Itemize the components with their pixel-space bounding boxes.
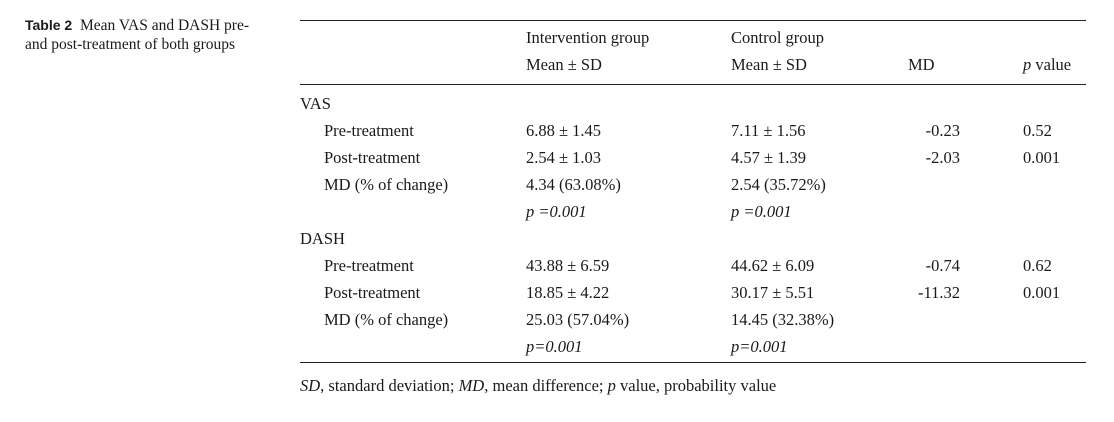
vas-change-control: 2.54 (35.72%)	[731, 175, 826, 194]
table-caption: Table 2 Mean VAS and DASH pre- and post-…	[25, 16, 275, 54]
header-rule	[300, 84, 1086, 85]
top-rule	[300, 20, 1086, 21]
dash-pre-intervention: 43.88 ± 6.59	[526, 256, 610, 275]
vas-change-label: MD (% of change)	[324, 175, 449, 194]
section-dash: DASH	[300, 229, 345, 248]
dash-change-intervention: 25.03 (57.04%)	[526, 310, 630, 329]
vas-pre-intervention: 6.88 ± 1.45	[526, 121, 602, 140]
header-p-value: p value	[1023, 55, 1072, 74]
vas-post-p: 0.001	[1023, 148, 1061, 167]
vas-post-intervention: 2.54 ± 1.03	[526, 148, 602, 167]
header-md: MD	[908, 55, 935, 74]
dash-pre-label: Pre-treatment	[324, 256, 414, 275]
dash-pre-control: 44.62 ± 6.09	[731, 256, 815, 275]
dash-pval-control: p=0.001	[731, 337, 788, 356]
header-intervention: Intervention group	[526, 28, 650, 47]
dash-pre-p: 0.62	[1023, 256, 1052, 275]
section-vas: VAS	[300, 94, 331, 113]
dash-post-intervention: 18.85 ± 4.22	[526, 283, 610, 302]
vas-pre-md: -0.23	[925, 121, 960, 140]
vas-post-md: -2.03	[925, 148, 960, 167]
dash-post-p: 0.001	[1023, 283, 1061, 302]
vas-pre-label: Pre-treatment	[324, 121, 414, 140]
vas-pval-intervention: p =0.001	[526, 202, 587, 221]
dash-change-label: MD (% of change)	[324, 310, 449, 329]
dash-pre-md: -0.74	[925, 256, 960, 275]
header-mean-sd-control: Mean ± SD	[731, 55, 807, 74]
dash-post-md: -11.32	[917, 283, 960, 302]
table-footnote: SD, standard deviation; MD, mean differe…	[300, 376, 777, 395]
header-mean-sd-intervention: Mean ± SD	[526, 55, 602, 74]
vas-pre-p: 0.52	[1023, 121, 1052, 140]
vas-post-control: 4.57 ± 1.39	[731, 148, 807, 167]
vas-pre-control: 7.11 ± 1.56	[731, 121, 806, 140]
table-title: Mean VAS and DASH pre- and post-treatmen…	[25, 17, 250, 53]
dash-post-label: Post-treatment	[324, 283, 421, 302]
dash-post-control: 30.17 ± 5.51	[731, 283, 815, 302]
dash-pval-intervention: p=0.001	[526, 337, 583, 356]
dash-change-control: 14.45 (32.38%)	[731, 310, 835, 329]
vas-pval-control: p =0.001	[731, 202, 792, 221]
vas-change-intervention: 4.34 (63.08%)	[526, 175, 621, 194]
bottom-rule	[300, 362, 1086, 363]
vas-post-label: Post-treatment	[324, 148, 421, 167]
header-control: Control group	[731, 28, 825, 47]
table-label: Table 2	[25, 17, 73, 33]
